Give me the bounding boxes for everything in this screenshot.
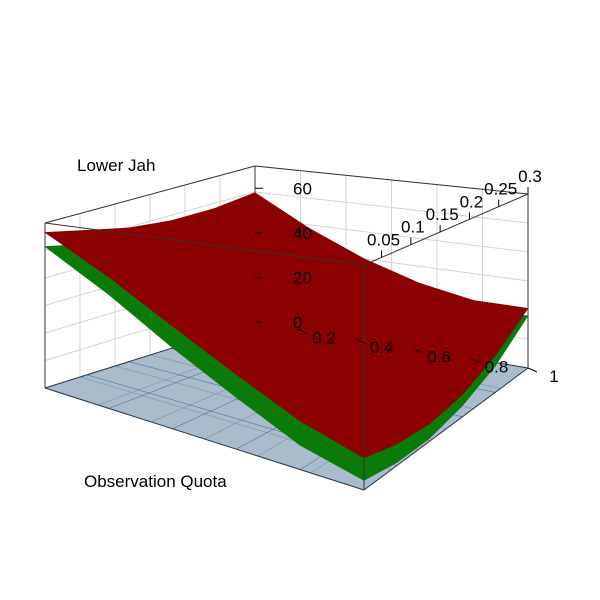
surface-facet xyxy=(171,410,274,450)
y-tick-mark xyxy=(297,328,308,334)
box-edge xyxy=(44,387,365,491)
front-box-layer xyxy=(44,193,529,490)
surface-facet xyxy=(107,392,212,430)
x-axis-label: Lower Jah xyxy=(77,156,155,175)
box-edge xyxy=(44,165,256,224)
right-wall-gridline xyxy=(254,191,529,224)
x-tick-label: 0.3 xyxy=(518,167,542,186)
x-tick-label: 0.05 xyxy=(367,230,400,249)
z-tick-label: 60 xyxy=(293,179,312,198)
z-tick-label: 0 xyxy=(293,313,302,332)
y-tick-label: 0.4 xyxy=(370,338,394,357)
y-tick-mark xyxy=(470,357,480,363)
surfaces-layer xyxy=(44,192,529,491)
x-tick-label: 0.1 xyxy=(401,218,425,237)
box-edge xyxy=(254,165,529,195)
y-tick-label: 0.6 xyxy=(427,348,451,367)
surface-facet xyxy=(212,192,311,250)
x-tick-label: 0.25 xyxy=(484,180,517,199)
surface-3 xyxy=(44,192,529,459)
surface-facet xyxy=(85,361,191,394)
z-tick-label: 20 xyxy=(293,268,312,287)
x-tick-label: 0.2 xyxy=(460,192,484,211)
z-tick-label: 40 xyxy=(293,224,312,243)
y-tick-mark xyxy=(412,348,423,354)
box-edge xyxy=(44,222,365,266)
x-tick-label: 0.15 xyxy=(426,205,459,224)
y-tick-mark xyxy=(527,367,538,373)
tick-layer: 0.050.10.150.20.250.30.20.40.60.81020406… xyxy=(255,167,559,386)
y-axis-label: Observation Quota xyxy=(84,472,227,491)
y-tick-mark xyxy=(355,338,365,344)
surface-facet xyxy=(44,374,150,409)
box-edge xyxy=(363,193,529,266)
y-tick-label: 0.8 xyxy=(485,357,509,376)
y-tick-label: 1 xyxy=(549,367,558,386)
box-edge xyxy=(363,367,529,491)
y-tick-label: 0.2 xyxy=(312,328,336,347)
